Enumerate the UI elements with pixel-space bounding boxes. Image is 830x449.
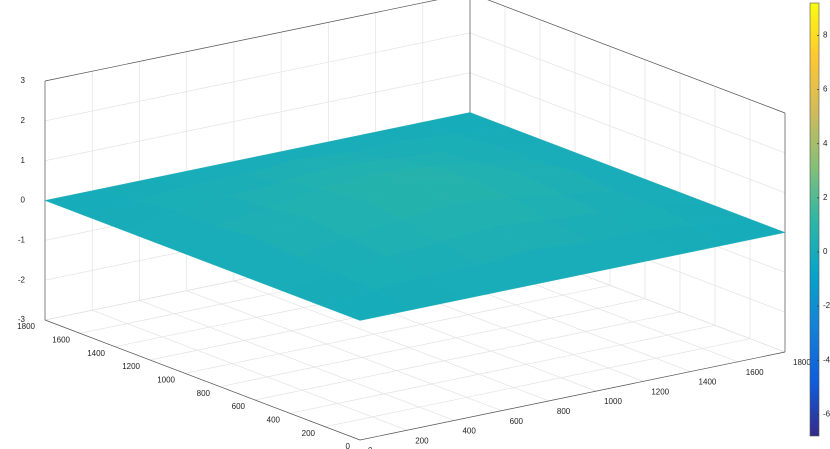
axis-line	[44, 0, 438, 82]
z-tick-label: 3	[21, 76, 26, 85]
x-tick-label: 1200	[651, 387, 669, 396]
z-tick-label: 2	[21, 116, 26, 125]
y-tick-label: 0	[346, 442, 351, 449]
x-tick-label: 600	[510, 417, 524, 426]
grid-line	[469, 72, 786, 193]
axis-line	[359, 351, 786, 441]
z-tick-label: -2	[18, 275, 26, 284]
colorbar-tick-label: 0	[823, 247, 828, 256]
y-tick-label: 800	[197, 389, 211, 398]
colorbar-tick-label: 2	[823, 193, 828, 202]
grid-line	[289, 324, 716, 414]
grid-line	[469, 32, 786, 154]
x-tick-label: 1400	[699, 378, 717, 387]
x-tick-label: 800	[557, 407, 571, 416]
y-tick-label: 1000	[157, 375, 175, 384]
z-tick-label: -3	[18, 315, 26, 324]
grid-line	[139, 300, 455, 421]
y-tick-label: 1400	[87, 349, 105, 358]
y-tick-label: 600	[232, 402, 246, 411]
y-tick-label: 400	[267, 415, 281, 424]
y-tick-label: 1200	[122, 362, 140, 371]
y-tick-label: 1600	[52, 335, 70, 344]
grid-line	[233, 280, 550, 402]
x-tick-label: 1600	[746, 368, 764, 377]
y-tick-label: 1800	[17, 322, 35, 331]
grid-line	[44, 0, 438, 82]
x-tick-label: 1800	[793, 358, 811, 367]
z-tick-label: 1	[21, 156, 26, 165]
grid-line	[219, 298, 646, 388]
z-tick-label: -1	[18, 235, 26, 244]
grid-line	[487, 0, 786, 114]
grid-line	[44, 72, 471, 162]
axis-line	[44, 319, 361, 441]
colorbar-tick-label: -6	[823, 409, 830, 418]
colorbar-tick-label: 6	[823, 85, 828, 94]
grid-line	[324, 338, 751, 428]
x-tick-label: 200	[415, 436, 429, 445]
x-tick-label: 0	[368, 446, 373, 449]
x-tick-label: 1000	[604, 397, 622, 406]
grid-line	[92, 309, 408, 431]
axis-line	[487, 0, 786, 114]
colorbar-tick-label: 4	[823, 139, 828, 148]
grid-line	[184, 284, 611, 374]
colorbar-tick-label: 8	[823, 31, 828, 40]
colorbar-tick-label: -4	[823, 355, 830, 364]
grid-line	[254, 311, 681, 401]
y-tick-label: 200	[302, 429, 316, 438]
grid-line	[186, 290, 502, 411]
surface-patch	[319, 290, 414, 321]
colorbar	[809, 2, 820, 437]
grid-line	[44, 32, 471, 122]
z-tick-label: 0	[21, 196, 26, 205]
colorbar-tick-label: -2	[823, 301, 830, 310]
x-tick-label: 400	[462, 427, 476, 436]
